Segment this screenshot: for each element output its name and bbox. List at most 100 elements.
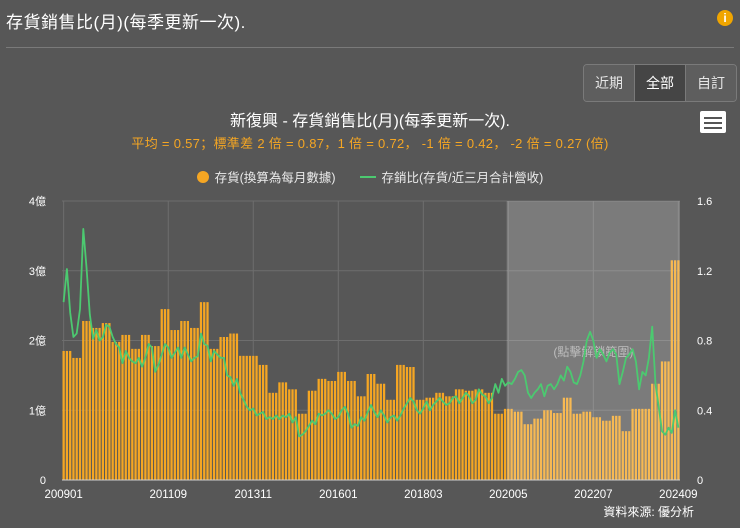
bar bbox=[595, 417, 598, 480]
bar bbox=[441, 392, 445, 480]
bar bbox=[255, 355, 258, 480]
bar bbox=[294, 389, 297, 480]
bar bbox=[131, 348, 134, 480]
bar bbox=[265, 364, 268, 480]
bar bbox=[229, 333, 232, 480]
bar bbox=[667, 361, 670, 480]
bar bbox=[95, 327, 98, 480]
bar bbox=[105, 323, 108, 480]
bar bbox=[350, 380, 353, 480]
bar bbox=[641, 408, 644, 480]
bar bbox=[180, 320, 183, 480]
bar bbox=[235, 333, 239, 480]
bar bbox=[140, 334, 144, 480]
bar bbox=[585, 411, 588, 480]
y-left-tick-label: 0 bbox=[40, 475, 46, 487]
bar bbox=[85, 320, 88, 480]
bar bbox=[173, 330, 176, 480]
bar bbox=[366, 373, 369, 480]
bar bbox=[196, 327, 199, 480]
bar bbox=[399, 364, 402, 480]
x-tick-label: 201109 bbox=[150, 489, 188, 501]
bar bbox=[484, 392, 487, 480]
bar bbox=[402, 364, 405, 480]
bar bbox=[343, 371, 346, 480]
bar bbox=[369, 373, 373, 480]
bar bbox=[261, 364, 265, 480]
bar bbox=[624, 431, 628, 480]
bar bbox=[212, 348, 216, 480]
info-icon[interactable]: i bbox=[717, 10, 733, 26]
x-tick-label: 201601 bbox=[319, 489, 357, 501]
bar bbox=[654, 383, 657, 480]
chart-title: 新復興 - 存貨銷售比(月)(每季更新一次). bbox=[230, 113, 510, 130]
bar bbox=[330, 380, 333, 480]
bar bbox=[118, 341, 121, 480]
bar bbox=[78, 357, 82, 480]
range-button-recent[interactable]: 近期 bbox=[584, 65, 635, 101]
bar bbox=[111, 341, 114, 480]
bar bbox=[144, 334, 147, 480]
hamburger-menu-icon[interactable] bbox=[700, 111, 726, 133]
bar bbox=[203, 302, 206, 480]
bar bbox=[199, 302, 203, 480]
bar bbox=[219, 337, 222, 480]
data-source-label: 資料來源: 優分析 bbox=[603, 505, 694, 519]
bar bbox=[304, 413, 307, 480]
y-left-tick-label: 4億 bbox=[29, 195, 46, 208]
bar bbox=[523, 424, 526, 480]
bar bbox=[363, 396, 366, 480]
bar bbox=[526, 424, 530, 480]
line-marker-icon bbox=[359, 175, 376, 178]
legend-label-ratio: 存銷比(存貨/近三月合計營收) bbox=[381, 171, 544, 185]
chart-subtitle: 平均 = 0.57；標準差 2 倍 = 0.87，1 倍 = 0.72， -1 … bbox=[131, 136, 609, 151]
bar bbox=[503, 408, 507, 480]
bar bbox=[154, 346, 157, 480]
bar bbox=[536, 418, 539, 480]
bar bbox=[546, 410, 549, 480]
bar bbox=[232, 333, 235, 480]
bar bbox=[637, 408, 641, 480]
bar bbox=[72, 357, 75, 480]
bar bbox=[163, 309, 167, 480]
bar bbox=[186, 320, 190, 480]
bar bbox=[435, 392, 438, 480]
bar bbox=[271, 392, 275, 480]
bar bbox=[101, 323, 105, 480]
bar bbox=[628, 431, 631, 480]
bar bbox=[396, 364, 399, 480]
range-button-all[interactable]: 全部 bbox=[635, 65, 686, 101]
bar bbox=[216, 348, 219, 480]
bar bbox=[530, 424, 533, 480]
y-right-tick-label: 1.6 bbox=[697, 196, 712, 208]
bar bbox=[314, 390, 317, 480]
bar bbox=[631, 408, 634, 480]
bar bbox=[108, 323, 111, 480]
bar bbox=[448, 396, 451, 480]
y-right-tick-label: 0 bbox=[697, 475, 703, 487]
legend-item-ratio[interactable]: 存銷比(存貨/近三月合計營收) bbox=[359, 167, 544, 186]
range-button-custom[interactable]: 自訂 bbox=[686, 65, 736, 101]
bar bbox=[461, 389, 464, 480]
bar bbox=[114, 341, 118, 480]
bar bbox=[360, 396, 363, 480]
bar bbox=[337, 371, 340, 480]
bar bbox=[327, 380, 330, 480]
bar bbox=[422, 399, 425, 480]
chart-legend: 存貨(換算為每月數據) 存銷比(存貨/近三月合計營收) bbox=[0, 167, 740, 186]
legend-item-inventory[interactable]: 存貨(換算為每月數據) bbox=[196, 167, 336, 186]
bar bbox=[451, 396, 454, 480]
bar bbox=[556, 413, 559, 480]
bar bbox=[333, 380, 337, 480]
bar bbox=[62, 350, 65, 480]
bar bbox=[615, 415, 618, 480]
bar bbox=[507, 408, 510, 480]
bar bbox=[376, 383, 379, 480]
bar bbox=[284, 382, 288, 480]
bar bbox=[65, 350, 69, 480]
bar bbox=[346, 380, 350, 480]
bar bbox=[170, 330, 173, 480]
bar bbox=[317, 378, 320, 480]
bar bbox=[389, 399, 392, 480]
bar bbox=[75, 357, 78, 480]
